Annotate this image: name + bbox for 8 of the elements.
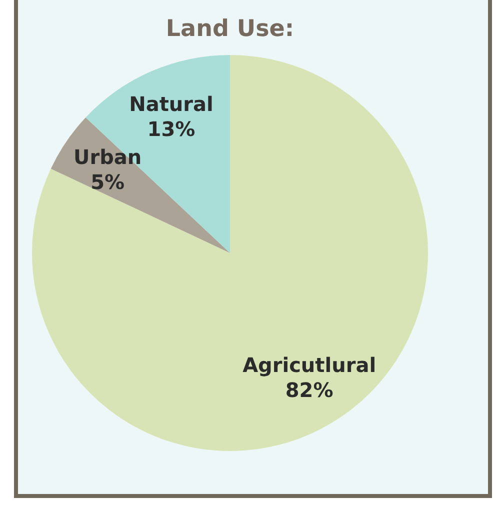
data-label: 5% (90, 170, 125, 194)
slice-label: Natural (129, 92, 214, 116)
data-label: 13% (147, 117, 196, 142)
chart-title: Land Use: (166, 16, 294, 42)
pie-slice (32, 55, 428, 451)
slice-label: Agricutlural (242, 352, 376, 377)
slice-label: Urban (74, 144, 142, 169)
data-label: 82% (285, 378, 334, 402)
